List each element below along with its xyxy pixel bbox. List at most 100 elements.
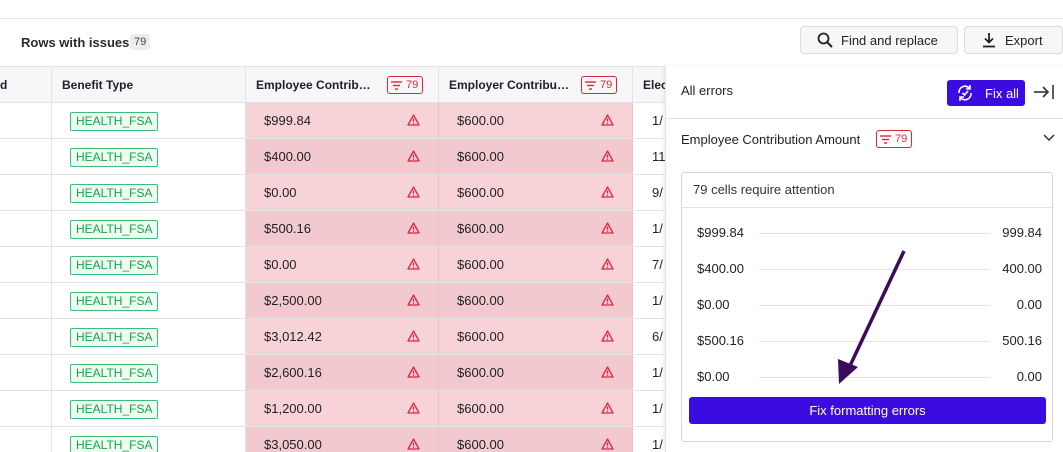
employer-contribution-cell[interactable]: $600.00 <box>439 427 633 452</box>
fix-all-button[interactable]: Fix all <box>947 80 1025 106</box>
fixed-value: 400.00 <box>1002 261 1042 276</box>
employer-contribution-cell[interactable]: $600.00 <box>439 283 633 318</box>
table-cell[interactable] <box>0 427 52 452</box>
table-cell[interactable] <box>0 175 52 210</box>
warning-icon <box>407 294 420 306</box>
column-header-employer-contribution[interactable]: Employer Contribu… 79 <box>439 67 633 103</box>
original-value: $400.00 <box>697 261 744 276</box>
errors-panel-header: All errors Fix all <box>666 66 1063 119</box>
election-cell[interactable]: 7/ <box>633 247 665 282</box>
employer-contribution-cell[interactable]: $600.00 <box>439 175 633 210</box>
employer-contribution-cell[interactable]: $600.00 <box>439 247 633 282</box>
employee-contribution-cell[interactable]: $500.16 <box>246 211 439 246</box>
fix-preview-row: $0.00 0.00 <box>697 367 1042 387</box>
benefit-type-cell[interactable]: HEALTH_FSA <box>52 247 246 282</box>
arrow-line <box>759 233 990 234</box>
table-cell[interactable] <box>0 247 52 282</box>
benefit-type-cell[interactable]: HEALTH_FSA <box>52 103 246 138</box>
fix-preview-row: $0.00 0.00 <box>697 295 1042 315</box>
table-cell[interactable] <box>0 139 52 174</box>
original-value: $500.16 <box>697 333 744 348</box>
benefit-type-tag: HEALTH_FSA <box>70 148 159 167</box>
employer-contribution-cell[interactable]: $600.00 <box>439 103 633 138</box>
table-cell[interactable] <box>0 211 52 246</box>
benefit-type-tag: HEALTH_FSA <box>70 256 159 275</box>
filter-icon <box>880 134 891 144</box>
employee-contribution-cell[interactable]: $3,012.42 <box>246 319 439 354</box>
election-cell[interactable]: 9/ <box>633 175 665 210</box>
auto-fix-icon <box>958 85 972 101</box>
election-cell[interactable]: 1/ <box>633 427 665 452</box>
fix-formatting-errors-button[interactable]: Fix formatting errors <box>689 397 1046 424</box>
employee-contribution-cell[interactable]: $1,200.00 <box>246 391 439 426</box>
benefit-type-cell[interactable]: HEALTH_FSA <box>52 175 246 210</box>
election-cell[interactable]: 11 <box>633 139 665 174</box>
fix-preview-card: 79 cells require attention $999.84 999.84… <box>681 172 1053 442</box>
employer-contribution-cell[interactable]: $600.00 <box>439 355 633 390</box>
employee-contribution-cell[interactable]: $2,600.16 <box>246 355 439 390</box>
warning-icon <box>407 186 420 198</box>
column-header-employee-contribution[interactable]: Employee Contrib… 79 <box>246 67 439 103</box>
employer-contribution-cell[interactable]: $600.00 <box>439 211 633 246</box>
collapse-panel-icon[interactable] <box>1033 83 1055 101</box>
warning-icon <box>407 222 420 234</box>
find-and-replace-button[interactable]: Find and replace <box>800 26 958 54</box>
election-cell[interactable]: 6/ <box>633 319 665 354</box>
benefit-type-cell[interactable]: HEALTH_FSA <box>52 355 246 390</box>
warning-icon <box>601 114 614 126</box>
benefit-type-cell[interactable]: HEALTH_FSA <box>52 211 246 246</box>
warning-icon <box>601 294 614 306</box>
table-cell[interactable] <box>0 103 52 138</box>
table-row: HEALTH_FSA $3,012.42 $600.00 6/ <box>0 319 665 355</box>
search-icon <box>817 32 833 48</box>
warning-icon <box>601 402 614 414</box>
employee-error-filter-badge[interactable]: 79 <box>387 76 424 94</box>
employer-contribution-cell[interactable]: $600.00 <box>439 391 633 426</box>
employee-contribution-cell[interactable]: $3,050.00 <box>246 427 439 452</box>
table-cell[interactable] <box>0 319 52 354</box>
employee-contribution-cell[interactable]: $0.00 <box>246 175 439 210</box>
employee-contribution-cell[interactable]: $2,500.00 <box>246 283 439 318</box>
benefit-type-cell[interactable]: HEALTH_FSA <box>52 139 246 174</box>
column-header-prev[interactable]: d <box>0 67 52 103</box>
column-header-election[interactable]: Elec <box>633 67 665 103</box>
employer-error-filter-badge[interactable]: 79 <box>581 76 618 94</box>
employee-contribution-cell[interactable]: $999.84 <box>246 103 439 138</box>
toolbar: Rows with issues 79 Find and replace Exp… <box>0 19 1063 66</box>
column-header-benefit-type[interactable]: Benefit Type <box>52 67 246 103</box>
original-value: $0.00 <box>697 369 730 384</box>
election-cell[interactable]: 1/ <box>633 211 665 246</box>
table-row: HEALTH_FSA $2,600.16 $600.00 1/ <box>0 355 665 391</box>
table-row: HEALTH_FSA $3,050.00 $600.00 1/ <box>0 427 665 452</box>
employee-contribution-cell[interactable]: $400.00 <box>246 139 439 174</box>
benefit-type-cell[interactable]: HEALTH_FSA <box>52 391 246 426</box>
employee-contribution-cell[interactable]: $0.00 <box>246 247 439 282</box>
benefit-type-cell[interactable]: HEALTH_FSA <box>52 283 246 318</box>
employer-contribution-cell[interactable]: $600.00 <box>439 319 633 354</box>
table-row: HEALTH_FSA $500.16 $600.00 1/ <box>0 211 665 247</box>
table-cell[interactable] <box>0 283 52 318</box>
benefit-type-cell[interactable]: HEALTH_FSA <box>52 319 246 354</box>
grid-header-row: d Benefit Type Employee Contrib… 79 Empl… <box>0 66 665 103</box>
election-cell[interactable]: 1/ <box>633 355 665 390</box>
error-section-title[interactable]: Employee Contribution Amount <box>681 132 861 147</box>
election-cell[interactable]: 1/ <box>633 283 665 318</box>
data-grid: d Benefit Type Employee Contrib… 79 Empl… <box>0 66 665 452</box>
chevron-down-icon[interactable] <box>1043 134 1055 142</box>
table-cell[interactable] <box>0 355 52 390</box>
benefit-type-cell[interactable]: HEALTH_FSA <box>52 427 246 452</box>
table-row: HEALTH_FSA $400.00 $600.00 11 <box>0 139 665 175</box>
fixed-value: 500.16 <box>1002 333 1042 348</box>
export-label: Export <box>1005 32 1043 48</box>
election-cell[interactable]: 1/ <box>633 391 665 426</box>
warning-icon <box>407 258 420 270</box>
election-cell[interactable]: 1/ <box>633 103 665 138</box>
table-cell[interactable] <box>0 391 52 426</box>
employer-contribution-cell[interactable]: $600.00 <box>439 139 633 174</box>
original-value: $0.00 <box>697 297 730 312</box>
export-button[interactable]: Export <box>964 26 1063 54</box>
rows-with-issues-label: Rows with issues <box>21 35 130 50</box>
warning-icon <box>407 402 420 414</box>
benefit-type-tag: HEALTH_FSA <box>70 436 159 452</box>
warning-icon <box>601 258 614 270</box>
